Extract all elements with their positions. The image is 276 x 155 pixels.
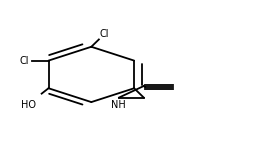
Text: Cl: Cl: [100, 29, 109, 39]
Text: Cl: Cl: [20, 56, 29, 66]
Text: HO: HO: [21, 100, 36, 110]
Text: NH: NH: [111, 100, 126, 110]
